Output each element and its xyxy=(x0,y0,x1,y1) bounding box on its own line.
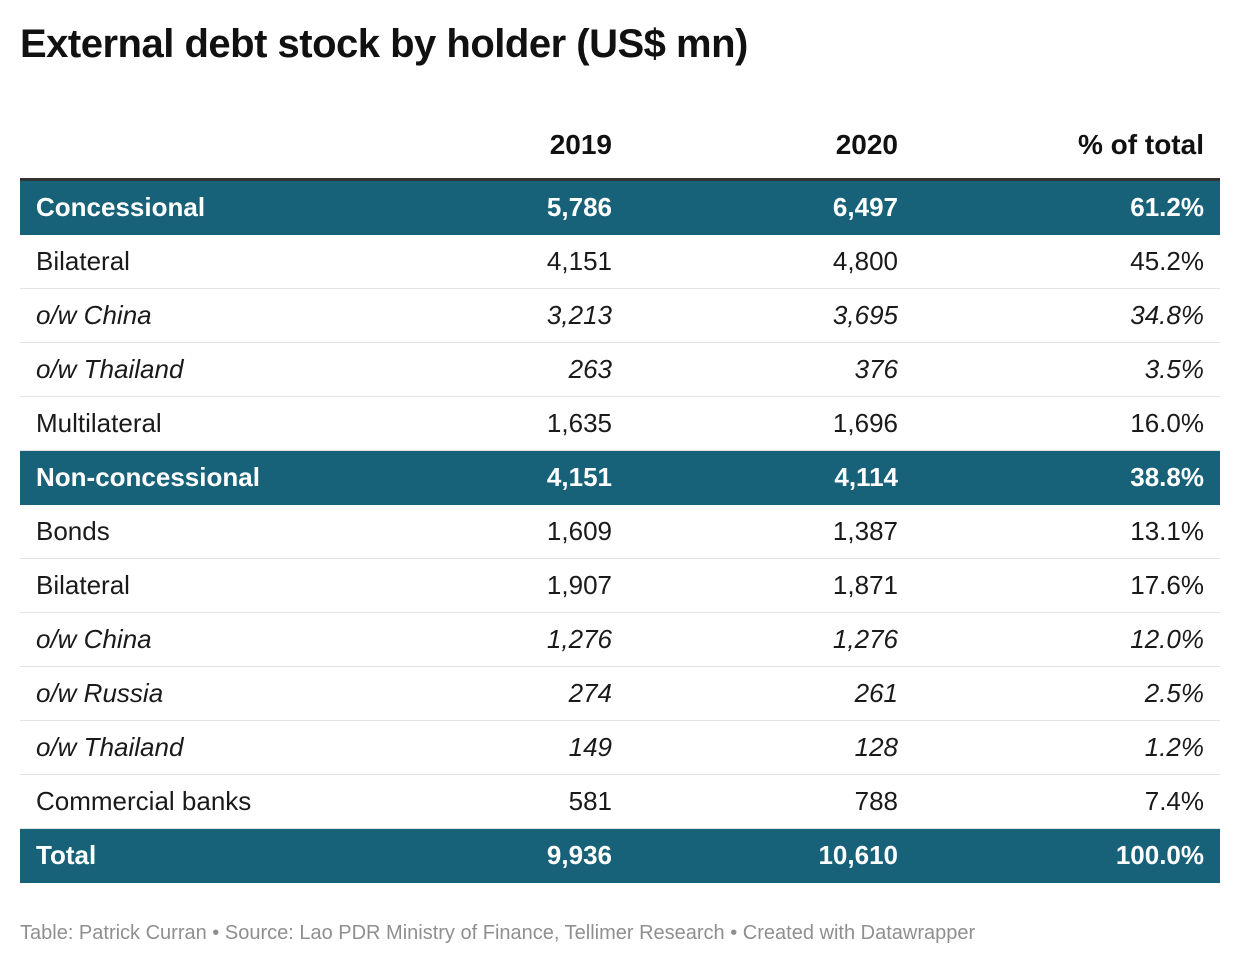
source-footer: Table: Patrick Curran • Source: Lao PDR … xyxy=(20,922,976,944)
debt-table: 2019 2020 % of total Concessional 5,786 6,… xyxy=(20,112,1220,883)
value-2019-cell: 1,635 xyxy=(450,396,628,451)
table-row: o/w Thailand 263 376 3.5% xyxy=(20,342,1220,397)
value-2019-cell: 1,907 xyxy=(450,558,628,613)
table-row: Bilateral 4,151 4,800 45.2% xyxy=(20,234,1220,289)
table-row: Bilateral 1,907 1,871 17.6% xyxy=(20,558,1220,613)
column-header-2019: 2019 xyxy=(450,112,628,181)
value-2020-cell: 4,800 xyxy=(628,234,914,289)
column-header-label xyxy=(20,112,450,181)
value-2019-cell: 5,786 xyxy=(450,179,628,235)
label-cell: Bonds xyxy=(20,504,450,559)
value-2019-cell: 274 xyxy=(450,666,628,721)
value-2020-cell: 261 xyxy=(628,666,914,721)
value-2020-cell: 1,871 xyxy=(628,558,914,613)
label-cell: o/w China xyxy=(20,612,450,667)
value-2020-cell: 1,696 xyxy=(628,396,914,451)
value-2020-cell: 10,610 xyxy=(628,828,914,883)
chart-title: External debt stock by holder (US$ mn) xyxy=(20,22,748,66)
percent-cell: 100.0% xyxy=(914,828,1220,883)
value-2019-cell: 4,151 xyxy=(450,450,628,505)
value-2019-cell: 1,276 xyxy=(450,612,628,667)
label-cell: Multilateral xyxy=(20,396,450,451)
value-2019-cell: 1,609 xyxy=(450,504,628,559)
percent-cell: 12.0% xyxy=(914,612,1220,667)
percent-cell: 38.8% xyxy=(914,450,1220,505)
table-row: Multilateral 1,635 1,696 16.0% xyxy=(20,396,1220,451)
table-row: o/w China 3,213 3,695 34.8% xyxy=(20,288,1220,343)
label-cell: o/w Thailand xyxy=(20,342,450,397)
percent-cell: 45.2% xyxy=(914,234,1220,289)
value-2020-cell: 1,276 xyxy=(628,612,914,667)
label-cell: o/w Russia xyxy=(20,666,450,721)
value-2019-cell: 4,151 xyxy=(450,234,628,289)
label-cell: o/w Thailand xyxy=(20,720,450,775)
table-row: Bonds 1,609 1,387 13.1% xyxy=(20,504,1220,559)
percent-cell: 61.2% xyxy=(914,179,1220,235)
label-cell: Total xyxy=(20,828,450,883)
value-2019-cell: 263 xyxy=(450,342,628,397)
percent-cell: 34.8% xyxy=(914,288,1220,343)
table-row: o/w Russia 274 261 2.5% xyxy=(20,666,1220,721)
value-2019-cell: 149 xyxy=(450,720,628,775)
value-2020-cell: 6,497 xyxy=(628,179,914,235)
header-row: 2019 2020 % of total xyxy=(20,112,1220,181)
table-row: Non-concessional 4,151 4,114 38.8% xyxy=(20,450,1220,505)
percent-cell: 17.6% xyxy=(914,558,1220,613)
table-body: Concessional 5,786 6,497 61.2% Bilateral 4,15… xyxy=(20,179,1220,883)
label-cell: Concessional xyxy=(20,179,450,235)
label-cell: Commercial banks xyxy=(20,774,450,829)
percent-cell: 2.5% xyxy=(914,666,1220,721)
value-2019-cell: 581 xyxy=(450,774,628,829)
value-2019-cell: 3,213 xyxy=(450,288,628,343)
column-header-percent-of-total: % of total xyxy=(914,112,1220,181)
value-2020-cell: 4,114 xyxy=(628,450,914,505)
value-2019-cell: 9,936 xyxy=(450,828,628,883)
label-cell: Bilateral xyxy=(20,558,450,613)
percent-cell: 16.0% xyxy=(914,396,1220,451)
value-2020-cell: 128 xyxy=(628,720,914,775)
table-row: Total 9,936 10,610 100.0% xyxy=(20,828,1220,883)
percent-cell: 3.5% xyxy=(914,342,1220,397)
value-2020-cell: 788 xyxy=(628,774,914,829)
table-row: o/w China 1,276 1,276 12.0% xyxy=(20,612,1220,667)
percent-cell: 1.2% xyxy=(914,720,1220,775)
label-cell: Bilateral xyxy=(20,234,450,289)
value-2020-cell: 376 xyxy=(628,342,914,397)
value-2020-cell: 3,695 xyxy=(628,288,914,343)
percent-cell: 13.1% xyxy=(914,504,1220,559)
column-header-2020: 2020 xyxy=(628,112,914,181)
label-cell: Non-concessional xyxy=(20,450,450,505)
value-2020-cell: 1,387 xyxy=(628,504,914,559)
table-row: Concessional 5,786 6,497 61.2% xyxy=(20,179,1220,235)
table-row: Commercial banks 581 788 7.4% xyxy=(20,774,1220,829)
label-cell: o/w China xyxy=(20,288,450,343)
percent-cell: 7.4% xyxy=(914,774,1220,829)
table-row: o/w Thailand 149 128 1.2% xyxy=(20,720,1220,775)
